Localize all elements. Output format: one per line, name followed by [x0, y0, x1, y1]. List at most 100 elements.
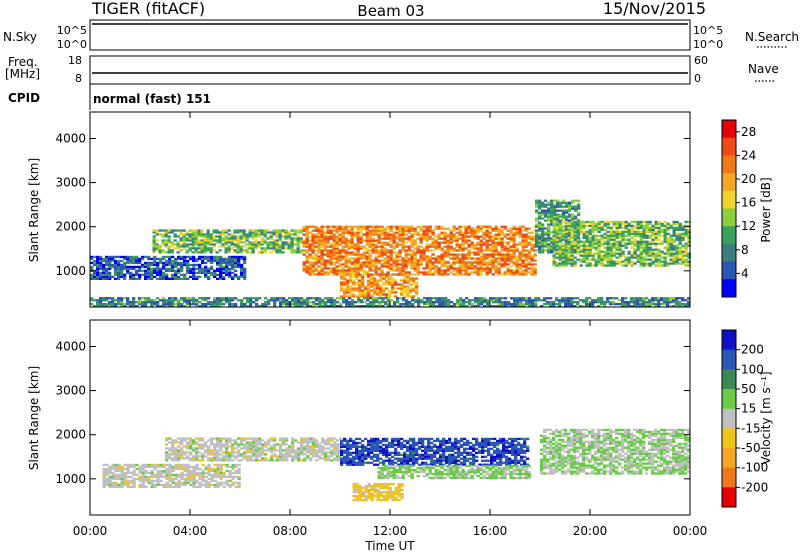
- power-data-cell: [639, 305, 643, 308]
- power-data-cell: [198, 267, 202, 270]
- power-data-cell: [669, 234, 673, 237]
- power-data-cell: [503, 241, 507, 244]
- velocity-data-cell: [180, 471, 184, 475]
- power-data-cell: [150, 299, 154, 302]
- power-data-cell: [645, 240, 649, 243]
- power-data-cell: [669, 305, 673, 308]
- power-data-cell: [383, 243, 387, 246]
- power-data-cell: [544, 227, 548, 230]
- power-data-cell: [651, 228, 655, 231]
- power-data-cell: [404, 257, 408, 260]
- power-data-cell: [525, 301, 529, 304]
- power-data-cell: [170, 241, 174, 244]
- power-data-cell: [411, 299, 415, 302]
- power-data-cell: [356, 261, 360, 264]
- power-data-cell: [216, 257, 220, 261]
- velocity-data-cell: [120, 485, 124, 488]
- power-data-cell: [579, 220, 583, 224]
- velocity-data-cell: [177, 463, 181, 467]
- velocity-data-cell: [138, 477, 142, 480]
- power-data-cell: [425, 227, 429, 230]
- power-data-cell: [173, 243, 177, 246]
- power-data-cell: [410, 239, 414, 242]
- power-data-cell: [562, 235, 566, 238]
- power-data-cell: [413, 229, 417, 232]
- power-data-cell: [533, 259, 537, 262]
- power-data-cell: [657, 232, 661, 235]
- power-data-cell: [574, 199, 578, 202]
- power-data-cell: [343, 277, 347, 280]
- power-data-cell: [221, 239, 225, 242]
- power-data-cell: [473, 261, 477, 264]
- power-data-cell: [416, 259, 420, 262]
- power-data-cell: [374, 239, 378, 242]
- power-data-cell: [383, 235, 387, 238]
- power-data-cell: [549, 305, 553, 308]
- power-data-cell: [564, 244, 568, 247]
- power-data-cell: [612, 240, 616, 243]
- power-data-cell: [582, 305, 586, 308]
- power-data-cell: [383, 227, 387, 230]
- power-data-cell: [308, 265, 312, 268]
- power-data-cell: [648, 254, 652, 257]
- power-data-cell: [171, 255, 175, 259]
- power-data-cell: [150, 263, 154, 267]
- power-data-cell: [349, 281, 353, 284]
- power-data-cell: [522, 305, 526, 308]
- power-data-cell: [633, 224, 637, 227]
- power-data-cell: [684, 264, 688, 267]
- power-data-cell: [194, 249, 198, 252]
- power-data-cell: [544, 241, 548, 244]
- power-data-cell: [531, 303, 535, 306]
- power-data-cell: [263, 235, 267, 238]
- power-data-cell: [168, 277, 172, 280]
- power-data-cell: [191, 229, 195, 232]
- power-data-cell: [102, 273, 106, 276]
- power-data-cell: [120, 267, 124, 270]
- power-data-cell: [636, 222, 640, 225]
- power-data-cell: [606, 230, 610, 233]
- power-data-cell: [636, 301, 640, 304]
- power-data-cell: [344, 253, 348, 256]
- power-data-cell: [251, 245, 255, 248]
- power-data-cell: [388, 293, 392, 296]
- power-data-cell: [636, 240, 640, 243]
- power-data-cell: [588, 262, 592, 265]
- power-data-cell: [358, 291, 362, 294]
- power-data-cell: [186, 263, 190, 267]
- velocity-data-cell: [219, 469, 223, 473]
- power-data-cell: [225, 267, 229, 270]
- power-data-cell: [228, 301, 232, 304]
- power-data-cell: [485, 255, 489, 258]
- power-data-cell: [212, 243, 216, 246]
- power-data-cell: [482, 237, 486, 240]
- power-data-cell: [332, 233, 336, 236]
- power-data-cell: [350, 271, 354, 274]
- velocity-data-cell: [171, 467, 175, 471]
- power-data-cell: [574, 215, 578, 218]
- power-data-cell: [489, 299, 493, 302]
- velocity-data-cell: [159, 471, 163, 475]
- power-data-cell: [386, 261, 390, 264]
- power-data-cell: [284, 237, 288, 240]
- power-data-cell: [639, 252, 643, 255]
- power-data-cell: [585, 262, 589, 265]
- power-data-cell: [198, 269, 202, 272]
- power-data-cell: [513, 299, 517, 302]
- power-data-cell: [544, 203, 548, 206]
- power-data-cell: [606, 238, 610, 241]
- power-data-cell: [561, 301, 565, 304]
- power-data-cell: [654, 256, 658, 259]
- power-data-cell: [678, 297, 682, 300]
- power-data-cell: [562, 199, 566, 202]
- power-data-cell: [364, 293, 368, 296]
- power-data-cell: [379, 293, 383, 296]
- power-data-cell: [547, 229, 551, 232]
- power-data-cell: [389, 233, 393, 236]
- power-data-cell: [186, 277, 190, 280]
- power-data-cell: [482, 249, 486, 252]
- power-data-cell: [464, 235, 468, 238]
- velocity-data-cell: [213, 479, 217, 482]
- power-data-cell: [359, 235, 363, 238]
- power-data-cell: [498, 305, 502, 308]
